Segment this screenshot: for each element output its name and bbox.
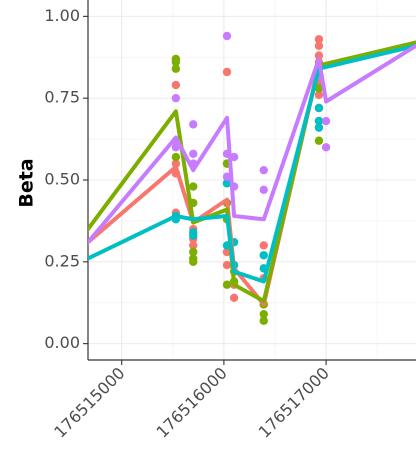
y-tick-label: 0.50 <box>44 170 80 189</box>
data-point <box>222 67 232 77</box>
data-point <box>171 152 181 162</box>
data-point <box>222 31 232 41</box>
data-point <box>259 241 268 250</box>
data-point <box>189 257 198 267</box>
data-point <box>259 251 268 260</box>
data-point <box>321 143 331 152</box>
y-tick-label: 0.25 <box>44 251 80 270</box>
data-point <box>314 90 324 100</box>
data-point <box>259 185 268 195</box>
data-point <box>259 165 268 175</box>
data-point <box>222 172 232 181</box>
data-point <box>222 179 232 188</box>
data-point <box>171 64 181 73</box>
data-point <box>229 293 239 303</box>
y-axis-ticks: 0.00 0.25 0.50 0.75 1.00 <box>44 6 88 352</box>
x-tick-label: 176516000 <box>153 363 231 441</box>
data-point <box>171 57 181 67</box>
data-point <box>222 280 232 289</box>
data-point <box>229 152 239 162</box>
x-tick-label: 176515000 <box>50 363 128 441</box>
series-line-4 <box>88 43 416 245</box>
data-point <box>314 35 324 44</box>
data-point <box>189 231 198 240</box>
y-tick-label: 1.00 <box>44 6 80 25</box>
x-axis-ticks: 176515000 176516000 176517000 <box>50 360 333 442</box>
data-point <box>314 123 324 132</box>
data-point <box>189 182 198 191</box>
x-tick-label: 176517000 <box>255 363 333 441</box>
data-point <box>321 116 331 126</box>
data-point <box>171 159 181 168</box>
data-point <box>259 309 268 319</box>
data-point <box>222 260 232 270</box>
data-point <box>314 136 324 145</box>
data-point <box>259 316 268 325</box>
data-point <box>314 41 324 51</box>
data-point <box>171 93 181 103</box>
y-tick-label: 0.75 <box>44 88 80 107</box>
data-point <box>314 51 324 60</box>
y-axis-title: Beta <box>16 158 38 207</box>
series-line-3 <box>88 43 416 284</box>
data-point <box>189 247 198 257</box>
data-point <box>314 103 324 113</box>
major-gridlines <box>88 0 416 360</box>
data-point <box>189 149 198 159</box>
data-point <box>189 241 198 250</box>
data-point <box>314 116 324 126</box>
data-point <box>171 80 181 90</box>
series-lines <box>88 40 416 307</box>
data-point <box>189 120 198 129</box>
y-tick-label: 0.00 <box>44 333 80 352</box>
data-point <box>314 84 324 93</box>
